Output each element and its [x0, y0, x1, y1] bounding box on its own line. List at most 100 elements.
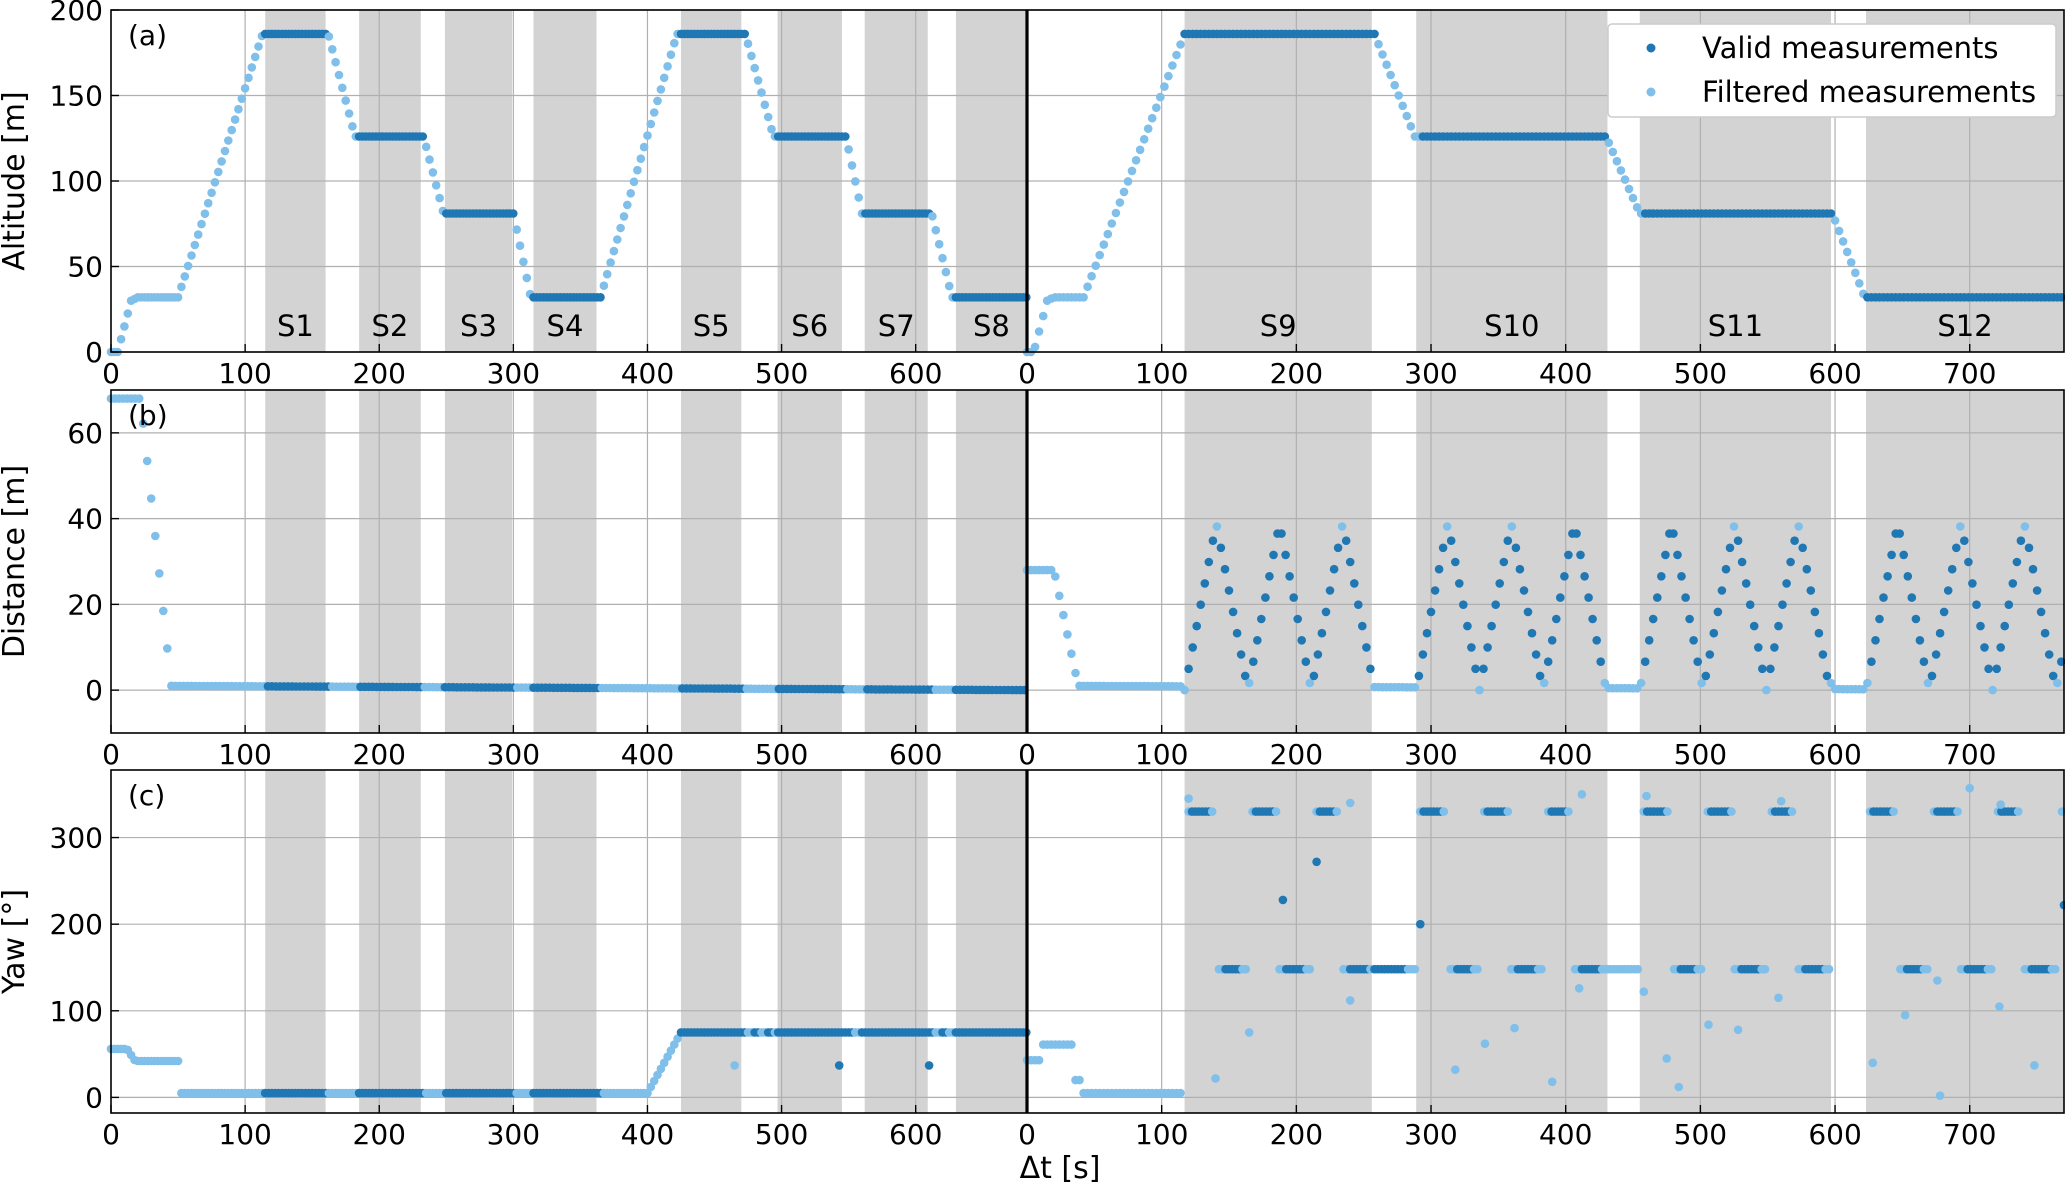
- data-point-valid-distance-right: [1535, 671, 1545, 681]
- data-point-valid-distance-right: [1887, 550, 1896, 560]
- x-tick-label: 100: [218, 738, 271, 771]
- x-tick-label: 200: [1270, 1118, 1323, 1151]
- segment-label-s6: S6: [791, 309, 828, 343]
- data-point-valid-distance-right: [1980, 643, 1989, 652]
- data-point-filtered-distance-left: [155, 569, 164, 578]
- data-point-valid-distance-right: [1216, 543, 1226, 553]
- data-point-valid-distance-right: [1556, 593, 1565, 602]
- data-point-valid-distance-right: [1875, 614, 1884, 624]
- y-tick-label: 40: [67, 503, 103, 536]
- data-point-filtered-altitude-left: [743, 39, 753, 48]
- data-point-valid-distance-right: [1927, 671, 1937, 681]
- panel-label: (b): [128, 399, 168, 432]
- data-point-filtered-altitude-right: [1038, 311, 1048, 321]
- data-point-filtered-altitude-left: [519, 257, 528, 267]
- segment-label-s10: S10: [1484, 309, 1539, 343]
- data-point-valid-distance-right: [1560, 572, 1569, 581]
- data-point-filtered-altitude-right: [1156, 92, 1165, 102]
- legend-box: [1607, 23, 2057, 118]
- data-point-filtered-altitude-left: [217, 157, 226, 166]
- data-point-valid-distance-right: [1289, 593, 1298, 602]
- data-point-filtered-distance-right: [1244, 678, 1254, 688]
- data-point-filtered-altitude-left: [639, 142, 649, 152]
- data-point-filtered-altitude-left: [224, 136, 233, 145]
- y-tick-label: 200: [50, 908, 103, 941]
- data-point-filtered-altitude-right: [1846, 258, 1856, 267]
- data-point-valid-distance-right: [1564, 550, 1573, 560]
- data-point-valid-distance-right: [2028, 564, 2038, 574]
- data-point-valid-distance-right: [1495, 579, 1504, 588]
- data-point-valid-distance-right: [1741, 579, 1751, 588]
- data-point-filtered-distance-right: [1475, 685, 1484, 695]
- data-point-valid-distance-right: [1964, 557, 1973, 567]
- data-point-filtered-yaw-right-outlier: [2030, 1061, 2039, 1070]
- data-point-filtered-yaw-right-outlier: [1965, 783, 1974, 793]
- data-point-valid-distance-right: [1503, 536, 1513, 545]
- y-axis-label: Distance [m]: [0, 465, 32, 658]
- data-point-valid-distance-right: [1911, 614, 1921, 624]
- data-point-filtered-altitude-left: [240, 84, 250, 93]
- data-point-valid-distance-right: [1895, 529, 1904, 538]
- data-point-valid-altitude-left: [418, 132, 428, 141]
- data-point-valid-altitude-left: [740, 29, 749, 39]
- data-point-filtered-altitude-left: [331, 57, 340, 67]
- segment-shade-s6: [777, 770, 842, 1113]
- data-point-valid-distance-right: [1584, 593, 1593, 602]
- data-point-valid-distance-right: [2012, 557, 2022, 567]
- data-point-filtered-altitude-right: [1030, 342, 1040, 352]
- data-point-filtered-distance-right: [1697, 678, 1706, 688]
- data-point-valid-altitude-right: [1600, 132, 1610, 141]
- data-point-filtered-altitude-left: [344, 109, 354, 118]
- segment-label-s1: S1: [277, 309, 314, 343]
- data-point-filtered-yaw-right: [1696, 964, 1706, 974]
- segment-shade-s5: [680, 390, 742, 733]
- data-point-valid-distance-right: [1192, 621, 1201, 631]
- data-point-valid-distance-right: [1354, 600, 1363, 609]
- data-point-valid-distance-right: [1523, 607, 1533, 617]
- data-point-filtered-altitude-left: [180, 272, 190, 281]
- data-point-filtered-altitude-left: [421, 142, 431, 152]
- x-tick-label: 300: [487, 357, 540, 390]
- y-tick-label: 0: [85, 674, 103, 707]
- data-point-filtered-yaw-right: [1923, 964, 1932, 974]
- data-point-valid-distance-right: [1362, 643, 1371, 652]
- data-point-valid-distance-right: [1487, 621, 1496, 631]
- x-tick-label: 0: [1018, 1118, 1036, 1151]
- data-point-filtered-altitude-left: [234, 104, 243, 114]
- data-point-filtered-altitude-left: [653, 96, 662, 106]
- segment-label-s8: S8: [973, 309, 1010, 343]
- data-point-valid-distance-right: [1580, 572, 1589, 581]
- data-point-filtered-distance-right: [1337, 522, 1347, 531]
- data-point-valid-distance-right: [1434, 564, 1444, 574]
- data-point-valid-distance-right: [1519, 586, 1529, 595]
- data-point-filtered-distance-right: [1051, 572, 1060, 581]
- data-point-valid-distance-right: [1972, 600, 1981, 609]
- data-point-valid-distance-right: [1285, 572, 1294, 581]
- data-point-filtered-distance-right: [1956, 522, 1965, 531]
- data-point-valid-yaw-left-outlier: [924, 1061, 934, 1070]
- data-point-valid-distance-right: [1814, 628, 1824, 638]
- data-point-filtered-altitude-left: [334, 70, 344, 80]
- data-point-valid-distance-right: [1939, 607, 1949, 617]
- x-axis-label: Δt [s]: [1020, 1151, 1101, 1183]
- data-point-filtered-distance-right: [1988, 685, 1997, 695]
- data-point-filtered-distance-right: [1410, 683, 1420, 692]
- data-point-valid-distance-right: [1483, 643, 1492, 652]
- x-tick-label: 0: [102, 738, 120, 771]
- data-point-filtered-altitude-right: [1164, 71, 1173, 81]
- x-tick-label: 500: [755, 1118, 808, 1151]
- data-point-filtered-distance-right: [1305, 678, 1315, 688]
- data-point-filtered-altitude-left: [629, 177, 639, 187]
- data-point-valid-distance-right: [2048, 671, 2058, 681]
- x-tick-label: 0: [1018, 357, 1036, 390]
- data-point-filtered-altitude-left: [230, 115, 240, 124]
- data-point-filtered-altitude-right: [1091, 261, 1100, 271]
- x-tick-label: 200: [353, 1118, 406, 1151]
- data-point-valid-distance-right: [1499, 557, 1509, 567]
- data-point-valid-distance-right: [1257, 614, 1266, 624]
- segment-label-s7: S7: [878, 309, 915, 343]
- data-point-filtered-yaw-right-outlier: [1900, 1010, 1910, 1020]
- data-point-filtered-altitude-left: [428, 168, 438, 177]
- data-point-filtered-yaw-right: [1305, 964, 1315, 974]
